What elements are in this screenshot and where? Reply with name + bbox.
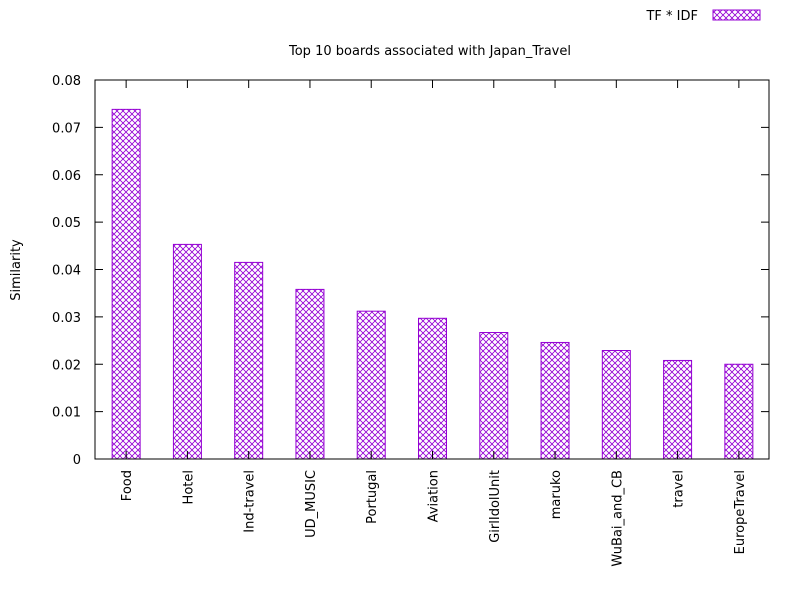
legend: TF * IDF	[645, 9, 761, 24]
bar-aviation	[418, 317, 447, 460]
bar-food	[111, 108, 141, 460]
bar-maruko	[540, 341, 570, 460]
y-tick-label: 0.04	[52, 264, 81, 279]
y-tick-label: 0.07	[52, 121, 81, 136]
x-tick-label: Food	[120, 470, 135, 501]
bar-girlidolunit	[479, 332, 509, 460]
x-tick-label: GirlIdolUnit	[488, 470, 503, 543]
chart-title: Top 10 boards associated with Japan_Trav…	[288, 44, 571, 59]
y-tick-label: 0.06	[52, 169, 81, 184]
bar-ud-music	[295, 288, 325, 460]
x-tick-label: WuBai_and_CB	[610, 470, 625, 567]
y-tick-label: 0.01	[52, 406, 81, 421]
y-tick-label: 0.02	[52, 358, 81, 373]
plot-area: 0 0.01 0.02 0.03 0.04 0.05 0.06 0.07 0.08 Food Hot…	[52, 74, 770, 567]
legend-swatch	[712, 9, 761, 21]
y-tick-label: 0	[73, 453, 81, 468]
bar-portugal	[356, 310, 386, 460]
x-tick-label: travel	[672, 470, 687, 508]
bar-europetravel	[724, 363, 754, 460]
y-axis-label: Similarity	[9, 239, 24, 301]
x-tick-label: maruko	[549, 470, 564, 519]
x-tick-label: UD_MUSIC	[304, 470, 319, 538]
y-tick-label: 0.05	[52, 216, 81, 231]
bar-wubai-and-cb	[601, 350, 631, 460]
bar-travel	[663, 359, 693, 460]
x-tick-label: Aviation	[427, 470, 442, 522]
legend-label: TF * IDF	[645, 9, 698, 24]
y-tick-label: 0.03	[52, 311, 81, 326]
x-tick-label: Hotel	[181, 470, 196, 504]
x-tick-label: EuropeTravel	[733, 470, 748, 554]
x-tick-label: Ind-travel	[243, 470, 258, 533]
x-tick-label: Portugal	[365, 470, 380, 524]
bar-hotel	[172, 243, 202, 460]
bar-ind-travel	[234, 261, 264, 460]
y-tick-label: 0.08	[52, 74, 81, 89]
